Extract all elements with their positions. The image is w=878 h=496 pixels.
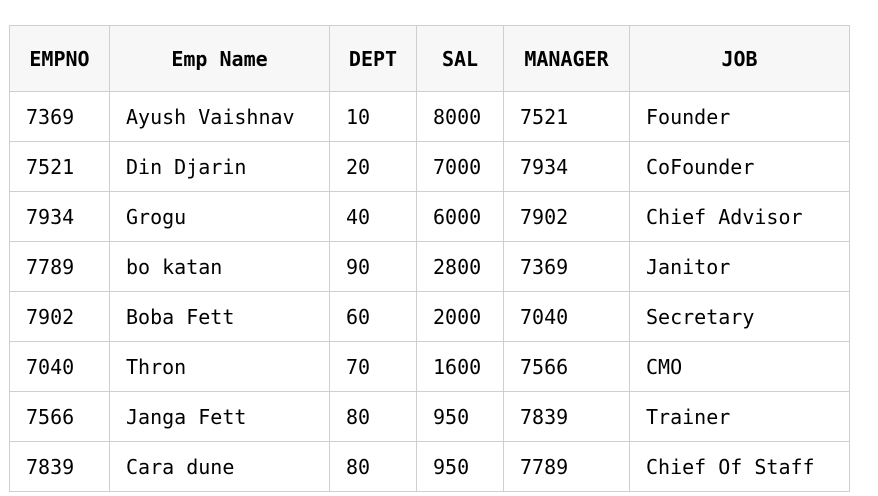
table-row: 7040 Thron 70 1600 7566 CMO <box>9 341 850 392</box>
table-row: 7839 Cara dune 80 950 7789 Chief Of Staff <box>9 441 850 492</box>
table-header: EMPNO Emp Name DEPT SAL MANAGER JOB <box>9 25 850 92</box>
table-cell: 20 <box>329 141 417 192</box>
table-cell: 7789 <box>503 441 630 492</box>
column-header: EMPNO <box>9 25 110 92</box>
table-cell: 7369 <box>503 241 630 292</box>
table-row: 7934 Grogu 40 6000 7902 Chief Advisor <box>9 191 850 242</box>
table-cell: 7000 <box>416 141 504 192</box>
table-body: 7369 Ayush Vaishnav 10 8000 7521 Founder 7521 D… <box>9 91 850 492</box>
table-row: 7566 Janga Fett 80 950 7839 Trainer <box>9 391 850 442</box>
table-cell: Cara dune <box>109 441 330 492</box>
table-cell: CoFounder <box>629 141 850 192</box>
table-cell: 70 <box>329 341 417 392</box>
column-header: DEPT <box>329 25 417 92</box>
table-cell: Secretary <box>629 291 850 342</box>
table-cell: 7369 <box>9 91 110 142</box>
column-header: SAL <box>416 25 504 92</box>
table-cell: Grogu <box>109 191 330 242</box>
table-cell: 10 <box>329 91 417 142</box>
column-header: MANAGER <box>503 25 630 92</box>
table-cell: Thron <box>109 341 330 392</box>
table-cell: 80 <box>329 441 417 492</box>
table-cell: Din Djarin <box>109 141 330 192</box>
column-header: Emp Name <box>109 25 330 92</box>
table-cell: 7566 <box>9 391 110 442</box>
table-cell: 2800 <box>416 241 504 292</box>
table-row: 7789 bo katan 90 2800 7369 Janitor <box>9 241 850 292</box>
table-cell: 950 <box>416 391 504 442</box>
table-cell: Founder <box>629 91 850 142</box>
table-cell: Trainer <box>629 391 850 442</box>
table-cell: 80 <box>329 391 417 442</box>
table-cell: 7521 <box>9 141 110 192</box>
table-cell: 60 <box>329 291 417 342</box>
table-cell: 6000 <box>416 191 504 242</box>
table-cell: 7839 <box>9 441 110 492</box>
table-cell: 8000 <box>416 91 504 142</box>
table-cell: Boba Fett <box>109 291 330 342</box>
table-cell: 7040 <box>9 341 110 392</box>
header-row: EMPNO Emp Name DEPT SAL MANAGER JOB <box>9 25 850 92</box>
table-cell: 7839 <box>503 391 630 442</box>
table-row: 7369 Ayush Vaishnav 10 8000 7521 Founder <box>9 91 850 142</box>
table-cell: 7566 <box>503 341 630 392</box>
table-row: 7902 Boba Fett 60 2000 7040 Secretary <box>9 291 850 342</box>
table-cell: 1600 <box>416 341 504 392</box>
table-cell: Chief Of Staff <box>629 441 850 492</box>
table-cell: 7789 <box>9 241 110 292</box>
table-cell: 7934 <box>9 191 110 242</box>
table-cell: bo katan <box>109 241 330 292</box>
table-cell: 7040 <box>503 291 630 342</box>
employee-table: EMPNO Emp Name DEPT SAL MANAGER JOB 7369 Ayush… <box>9 25 850 492</box>
table-cell: 7521 <box>503 91 630 142</box>
table-cell: 7902 <box>503 191 630 242</box>
table-cell: 950 <box>416 441 504 492</box>
table-row: 7521 Din Djarin 20 7000 7934 CoFounder <box>9 141 850 192</box>
table-cell: 7934 <box>503 141 630 192</box>
table-cell: Chief Advisor <box>629 191 850 242</box>
column-header: JOB <box>629 25 850 92</box>
table-cell: Janga Fett <box>109 391 330 442</box>
table-cell: 40 <box>329 191 417 242</box>
table-cell: Ayush Vaishnav <box>109 91 330 142</box>
employee-table-container: EMPNO Emp Name DEPT SAL MANAGER JOB 7369 Ayush… <box>9 25 850 492</box>
table-cell: 90 <box>329 241 417 292</box>
table-cell: 2000 <box>416 291 504 342</box>
table-cell: Janitor <box>629 241 850 292</box>
table-cell: 7902 <box>9 291 110 342</box>
table-cell: CMO <box>629 341 850 392</box>
